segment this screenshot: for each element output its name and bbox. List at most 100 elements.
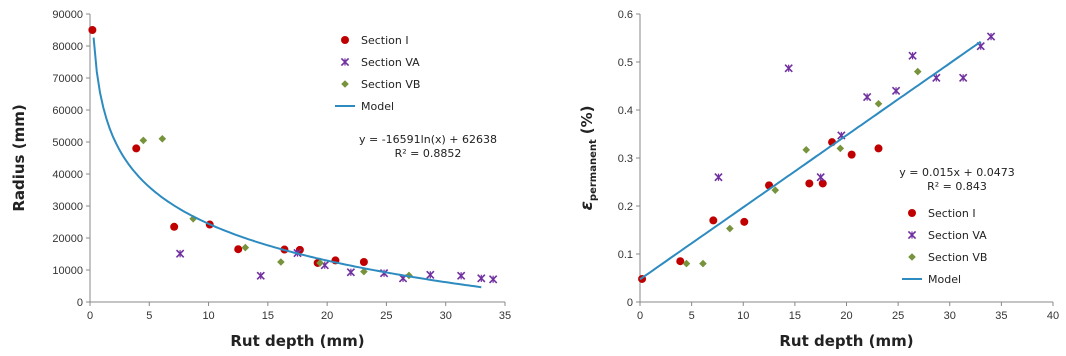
y-tick-label: 30000 [52, 201, 83, 213]
legend-swatch [340, 57, 350, 67]
y-axis-title: Radius (mm) [10, 104, 28, 211]
data-point [699, 259, 707, 268]
y-tick-label: 0.5 [618, 57, 633, 69]
data-point [175, 249, 185, 258]
data-point [818, 179, 827, 188]
legend-swatch [341, 80, 349, 88]
data-point [986, 32, 996, 41]
data-point [477, 274, 486, 283]
data-point [874, 144, 883, 153]
data-point [714, 173, 723, 182]
x-tick-label: 15 [789, 310, 801, 322]
legend-label: Section VB [928, 251, 987, 264]
legend-label: Section I [361, 34, 409, 47]
trendline-equation: y = 0.015x + 0.0473 [899, 166, 1014, 179]
y-tick-label: 0.1 [618, 249, 633, 261]
data-point [805, 179, 814, 188]
x-tick-label: 30 [440, 310, 452, 322]
data-point [740, 217, 749, 226]
data-point [836, 144, 845, 153]
series-section-vb [139, 135, 413, 280]
data-point [959, 73, 968, 83]
series-model [639, 40, 982, 281]
data-point [359, 258, 368, 266]
legend-entry: Section VB [341, 78, 420, 91]
x-tick-label: 20 [840, 310, 852, 322]
legend-entry: Model [902, 273, 961, 286]
y-tick-label: 40000 [52, 169, 83, 181]
y-tick-label: 20000 [52, 233, 83, 245]
data-point [709, 216, 718, 225]
y-tick-label: 50000 [52, 137, 83, 149]
legend-entry: Section VA [907, 229, 987, 242]
y-axis-title: εpermanent(%) [577, 105, 599, 210]
y-tick-label: 90000 [52, 9, 83, 21]
chart-2: 0 5 10 15 20 25 30 35 40 0 0.1 0.2 0.3 0.4 0.5 0.6 Rut d… [577, 9, 1059, 350]
data-point [891, 86, 901, 95]
legend-entry: Section I [908, 207, 976, 220]
chart-1: 0 5 10 15 20 25 30 35 0 10000 20000 30000 40000 50000… [10, 9, 511, 350]
x-tick-label: 35 [499, 310, 511, 322]
legend-label: Model [928, 273, 961, 286]
data-point [862, 92, 872, 102]
x-tick-label: 35 [995, 310, 1007, 322]
x-tick-label: 5 [146, 310, 152, 322]
x-tick-label: 15 [262, 310, 274, 322]
series-section-vb [682, 67, 922, 268]
x-tick-label: 0 [637, 310, 643, 322]
legend-label: Model [361, 100, 394, 113]
x-tick-label: 30 [944, 310, 956, 322]
y-tick-label: 70000 [52, 73, 83, 85]
r-squared-label: R² = 0.8852 [395, 147, 462, 160]
data-point [234, 245, 243, 254]
data-point [158, 135, 167, 143]
legend-entry: Model [335, 100, 394, 113]
data-point [771, 186, 780, 194]
data-point [726, 224, 734, 233]
data-point [784, 64, 793, 73]
r-squared-label: R² = 0.843 [927, 180, 987, 193]
x-tick-label: 40 [1047, 310, 1059, 322]
data-point [874, 99, 883, 108]
trendline-equation: y = -16591ln(x) + 62638 [359, 133, 497, 146]
data-point [256, 271, 265, 280]
data-point [426, 270, 435, 279]
x-tick-label: 25 [892, 310, 904, 322]
legend-swatch [341, 36, 349, 44]
legend-swatch [908, 253, 916, 261]
y-tick-label: 60000 [52, 105, 83, 117]
legend-swatch [907, 230, 917, 240]
data-point [346, 268, 356, 277]
series-section-va [175, 248, 498, 284]
legend-entry: Section VB [908, 251, 987, 264]
y-tick-label: 0.3 [618, 153, 633, 165]
data-point [908, 51, 917, 60]
model-line [92, 37, 482, 289]
data-point [488, 275, 498, 284]
legend-label: Section I [928, 207, 976, 220]
y-tick-label: 0 [627, 297, 633, 309]
x-axis-title: Rut depth (mm) [779, 332, 913, 350]
model-line [639, 40, 982, 281]
data-point [913, 67, 922, 76]
y-tick-label: 10000 [52, 265, 83, 277]
data-point [88, 26, 97, 34]
x-axis-title: Rut depth (mm) [230, 332, 364, 350]
data-point [360, 267, 368, 276]
x-tick-label: 25 [380, 310, 392, 322]
x-tick-label: 10 [202, 310, 214, 322]
data-point [241, 243, 250, 252]
x-tick-label: 20 [321, 310, 333, 322]
data-point [139, 136, 148, 145]
y-tick-label: 0.2 [618, 201, 633, 213]
data-point [802, 146, 811, 154]
series-section-i [638, 138, 883, 283]
data-point [189, 215, 197, 223]
y-tick-label: 0.6 [618, 9, 633, 21]
legend-label: Section VB [361, 78, 420, 91]
x-tick-label: 0 [87, 310, 93, 322]
x-tick-label: 10 [737, 310, 749, 322]
legend-swatch [908, 209, 916, 217]
data-point [170, 222, 179, 231]
